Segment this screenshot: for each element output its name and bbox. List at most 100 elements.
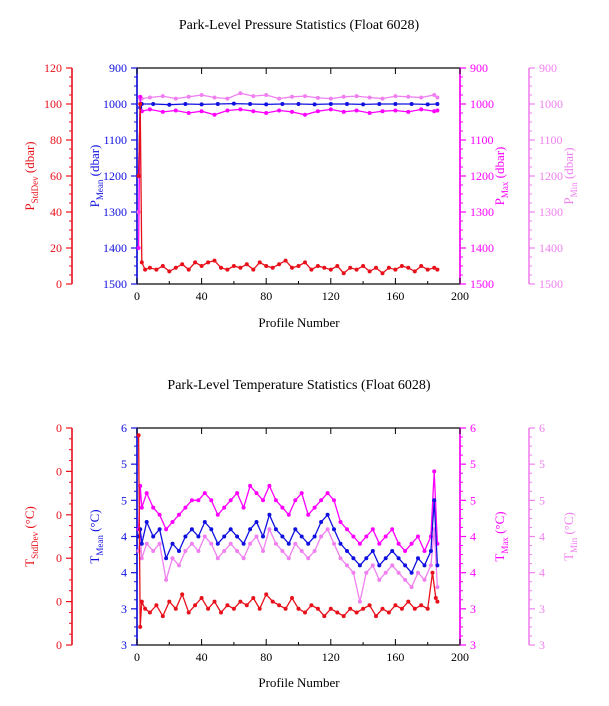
data-point-mean <box>177 549 181 553</box>
y-tick-label-min: 1300 <box>539 205 563 219</box>
data-point-max <box>354 108 359 113</box>
data-point-mean <box>325 512 330 517</box>
data-point-stddev <box>315 264 320 268</box>
x-tick-label: 120 <box>322 289 340 303</box>
y-tick-label-min: 1200 <box>539 169 563 183</box>
data-point-mean <box>328 102 333 106</box>
data-point-mean <box>396 556 401 561</box>
data-point-min <box>147 95 152 100</box>
data-point-max <box>432 109 437 114</box>
data-point-mean <box>312 534 317 539</box>
y-tick-label-mean: 4 <box>121 566 127 580</box>
y-tick-label-max: 3 <box>470 602 476 616</box>
data-point-min <box>406 94 411 99</box>
data-point-max <box>293 498 298 503</box>
data-point-min <box>144 541 149 546</box>
y-tick-label-stddev: 80 <box>50 133 62 147</box>
data-point-min <box>235 549 240 553</box>
y-tick-label-max: 6 <box>470 421 476 435</box>
data-point-min <box>432 93 437 97</box>
data-point-min <box>173 96 178 101</box>
data-point-stddev <box>193 260 198 265</box>
data-point-max <box>315 109 320 114</box>
data-point-max <box>377 541 382 546</box>
data-point-stddev <box>147 610 152 615</box>
data-point-max <box>351 534 356 539</box>
x-tick-label: 40 <box>196 289 208 303</box>
data-point-mean <box>235 534 240 539</box>
data-point-min <box>306 556 311 561</box>
data-point-min <box>435 585 440 590</box>
data-point-mean <box>264 102 269 107</box>
y-axis-label-unit: (°C) <box>87 509 102 535</box>
data-point-max <box>416 534 420 539</box>
data-point-min <box>351 570 356 575</box>
data-point-stddev <box>354 267 359 272</box>
data-point-min <box>428 563 433 568</box>
y-tick-label-max: 5 <box>470 493 476 507</box>
y-axis-label-main: T <box>87 556 102 564</box>
y-tick-label-mean: 1100 <box>103 133 127 147</box>
y-tick-label-mean: 1200 <box>103 169 127 183</box>
data-point-mean <box>139 541 144 546</box>
data-point-stddev <box>393 603 398 608</box>
data-point-max <box>277 108 282 113</box>
data-point-stddev <box>244 603 249 608</box>
data-point-max <box>345 527 349 532</box>
data-point-stddev <box>419 264 424 268</box>
y-tick-label-min: 3 <box>539 638 545 652</box>
y-axis-label-sub: Mean <box>95 535 105 556</box>
data-point-max <box>215 512 220 517</box>
data-point-mean <box>196 534 201 539</box>
data-point-stddev <box>361 264 366 268</box>
data-point-mean <box>393 102 398 106</box>
y-tick-label-min: 900 <box>539 61 557 75</box>
data-point-stddev <box>322 265 327 270</box>
data-point-min <box>383 570 388 575</box>
y-axis-label-min: PMin (dbar) <box>561 147 579 204</box>
data-point-max <box>357 541 362 546</box>
data-point-min <box>164 577 169 582</box>
data-point-max <box>435 108 440 113</box>
x-tick-label: 0 <box>134 289 140 303</box>
data-point-max <box>332 498 336 503</box>
data-point-max <box>136 246 141 250</box>
y-tick-label-mean: 1500 <box>103 277 127 291</box>
data-point-mean <box>425 102 430 107</box>
data-point-max <box>196 498 201 503</box>
data-point-mean <box>361 102 366 107</box>
data-point-max <box>228 498 233 503</box>
y-tick-label-max: 1300 <box>470 205 494 219</box>
y-tick-label-stddev: 100 <box>44 97 62 111</box>
y-axis-label-main: P <box>492 198 507 205</box>
data-point-mean <box>286 541 291 546</box>
data-point-min <box>160 94 165 99</box>
series-line-mean <box>137 102 438 177</box>
x-axis-label: Profile Number <box>258 675 340 690</box>
data-point-stddev <box>283 258 288 263</box>
data-point-mean <box>296 102 301 106</box>
x-tick-label: 80 <box>260 650 272 664</box>
data-point-stddev <box>277 262 282 267</box>
x-tick-label: 40 <box>196 650 208 664</box>
y-axis-label-main: P <box>22 203 37 210</box>
y-tick-label-min: 1000 <box>539 97 563 111</box>
y-tick-label-min: 3 <box>539 602 545 616</box>
y-tick-label-min: 1400 <box>539 241 563 255</box>
data-point-min <box>251 94 256 99</box>
data-point-min <box>151 549 156 553</box>
y-tick-label-max: 1400 <box>470 241 494 255</box>
data-point-max <box>419 107 424 112</box>
chart-pressure: Park-Level Pressure Statistics (Float 60… <box>22 18 579 330</box>
data-point-min <box>319 534 324 539</box>
data-point-mean <box>409 102 414 106</box>
data-point-min <box>367 95 372 100</box>
data-point-max <box>157 512 162 517</box>
data-point-mean <box>435 102 440 106</box>
data-point-max <box>235 491 240 496</box>
data-point-min <box>280 549 285 553</box>
data-point-stddev <box>399 606 404 611</box>
data-point-stddev <box>264 264 269 268</box>
plot-area-frame <box>136 67 461 285</box>
y-tick-label-min: 5 <box>539 457 545 471</box>
